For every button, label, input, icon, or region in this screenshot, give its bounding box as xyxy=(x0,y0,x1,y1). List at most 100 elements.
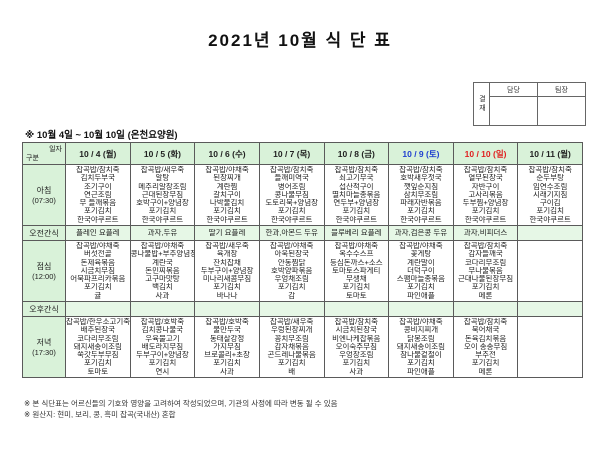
menu-item: 계란국 xyxy=(152,258,173,267)
row-label: 저녁 (17:30) xyxy=(22,316,66,378)
menu-item: 포기김치 xyxy=(277,359,306,368)
menu-item: 참나물겉절이 xyxy=(400,351,442,360)
menu-item: 도토리묵+양념장 xyxy=(265,199,319,208)
menu-item: 잡곡밥/새우죽 xyxy=(205,242,249,251)
menu-item: 근대나물된장무침 xyxy=(457,275,514,284)
corner-bottom-label: 구분 xyxy=(26,155,39,162)
menu-item: 근대된장무침 xyxy=(141,190,184,199)
menu-item: 잔치잡채 xyxy=(213,258,241,267)
page-title: 2021년 10월 식 단 표 xyxy=(208,31,392,50)
menu-item: 시금치된장국 xyxy=(335,326,378,335)
menu-item: 쇠고기무국 xyxy=(339,174,374,183)
approval-role-timjang: 팀장 xyxy=(537,82,586,97)
date-header-cell: 10 / 10 (일) xyxy=(452,142,519,165)
menu-cell xyxy=(517,240,583,302)
menu-item: 두부구이+양념장 xyxy=(200,266,254,275)
menu-item: 포기김치 xyxy=(277,283,306,292)
menu-item: 우엉채조림 xyxy=(274,275,309,284)
menu-item: 한과,아몬드 두유 xyxy=(265,228,318,237)
menu-item: 두부구이+양념장 xyxy=(136,351,189,360)
menu-item: 닭봉조림 xyxy=(407,334,435,343)
menu-item: 포기김치 xyxy=(471,207,500,216)
menu-item: 포기김치 xyxy=(148,207,177,216)
menu-cell: 잡곡밥/야채죽 꽃게탕 계란말이 더덕구이 스팸마늘종볶음 포기김치 파인애플 xyxy=(388,240,454,302)
menu-item: 포기김치 xyxy=(277,207,306,216)
menu-item: 구이김 xyxy=(539,199,561,208)
menu-item: 돈민찌볶음 xyxy=(145,266,180,275)
menu-item: 파인애플 xyxy=(407,291,435,300)
menu-item: 비엔나케찹볶음 xyxy=(332,334,381,343)
footer-notes: ※ 본 식단표는 어르신들의 기호와 영양을 고려하여 작성되었으며, 기관의 … xyxy=(24,398,338,420)
menu-cell: 잡곡밥/참치죽 순두부탕 임연수조림 시래기지짐 구이김 포기김치 한국야쿠르트 xyxy=(517,164,583,226)
menu-item: 열무된장국 xyxy=(468,174,503,183)
menu-item: 포기김치 xyxy=(536,207,564,216)
menu-cell: 잡곡밥/참치죽 시금치된장국 비엔나케찹볶음 오이숙주무침 우엉장조림 포기김치 사과 xyxy=(323,316,390,378)
menu-cell: 잡곡밥/새우죽 육개장 잔치잡채 두부구이+양념장 미나리새콤무침 포기김치 바나나 xyxy=(194,240,260,302)
date-header-cell: 10 / 4 (월) xyxy=(65,142,131,165)
menu-row-아침: 아침 (07:30) 잡곡밥/참치죽 김치두부국 조기구이 연근조림 무 들깨볶음 포기김치 한… xyxy=(22,164,583,226)
menu-item: 잡곡밥/호박죽 xyxy=(205,318,249,327)
menu-item: 브로콜리+초장 xyxy=(204,351,250,360)
menu-item: 잡곡밥/야채죽 xyxy=(76,242,120,251)
menu-cell xyxy=(258,301,325,317)
menu-item: 스팸마늘종볶음 xyxy=(396,275,446,284)
menu-row-오전간식: 오전간식 플레인 요플레 과자,두유 딸기 요플레 한과,아몬드 두유 블루베리 요플레 과… xyxy=(22,225,583,241)
menu-item: 메론 xyxy=(478,367,493,376)
menu-item: 한국야쿠르트 xyxy=(141,215,184,224)
menu-cell: 잡곡밥/한우소고기죽 배추된장국 코다리무조림 돼지새송이조림 쑥갓두부무침 포기김치 토마… xyxy=(65,316,131,378)
menu-item: 플레인 요플레 xyxy=(76,228,120,237)
menu-item: 시금치무침 xyxy=(80,266,116,275)
menu-item: 돼지새송이조림 xyxy=(73,342,122,351)
menu-item: 북어채국 xyxy=(471,326,500,335)
menu-item: 우렁된장찌개 xyxy=(270,326,313,335)
approval-box: 결재 담당 팀장 xyxy=(473,82,586,126)
menu-item: 어묵파프리카볶음 xyxy=(70,275,126,284)
meal-plan-table: 일자 구분 10 / 4 (월) 10 / 5 (화) 10 / 6 (수) 10 / 7… xyxy=(22,142,583,378)
menu-item: 포기김치 xyxy=(407,207,435,216)
menu-item: 나박물김치 xyxy=(209,199,245,208)
menu-item: 돈육김치볶음 xyxy=(464,334,507,343)
menu-item: 코다리무조림 xyxy=(464,258,507,267)
menu-item: 잡곡밥/한우소고기죽 xyxy=(66,318,130,327)
menu-cell xyxy=(452,301,519,317)
menu-item: 포기김치 xyxy=(148,359,177,368)
menu-item: 메추리알장조림 xyxy=(138,182,187,191)
menu-item: 고사리볶음 xyxy=(468,190,503,199)
date-header-cell: 10 / 11 (월) xyxy=(517,142,583,165)
row-label-time: (07:30) xyxy=(32,196,56,205)
menu-item: 물만두국 xyxy=(213,326,241,335)
row-label-text: 점심 xyxy=(36,262,52,271)
menu-item: 더덕구이 xyxy=(407,266,435,275)
menu-item: 아욱된장국 xyxy=(274,250,309,259)
menu-item: 배도라지무침 xyxy=(141,342,184,351)
menu-item: 포기김치 xyxy=(407,359,435,368)
menu-cell: 딸기 요플레 xyxy=(194,225,260,241)
menu-item: 무나물볶음 xyxy=(468,266,503,275)
footer-note: ※ 본 식단표는 어르신들의 기호와 영양을 고려하여 작성되었으며, 기관의 … xyxy=(24,399,338,408)
menu-cell xyxy=(65,301,131,317)
menu-item: 감자채볶음 xyxy=(274,342,309,351)
menu-cell: 잡곡밥/야채죽 콩나물밥+부추양념장 계란국 돈민찌볶음 고구마맛탕 백김치 사과 xyxy=(129,240,196,302)
menu-item: 과자,비피더스 xyxy=(463,228,508,237)
menu-item: 잡곡밥/참치죽 xyxy=(76,166,120,175)
menu-item: 포기김치 xyxy=(213,359,241,368)
menu-cell: 잡곡밥/야채죽 버섯전골 돈제육볶음 시금치무침 어묵파프리카볶음 포기김치 귤 xyxy=(65,240,131,302)
menu-item: 사과 xyxy=(155,291,170,300)
row-label: 아침 (07:30) xyxy=(22,164,66,226)
menu-cell: 과자,비피더스 xyxy=(452,225,519,241)
menu-item: 잡곡밥/참치죽 xyxy=(269,166,314,175)
menu-item: 병어조림 xyxy=(277,182,306,191)
menu-item: 배 xyxy=(288,367,296,376)
menu-item: 잡곡밥/참치죽 xyxy=(463,242,508,251)
menu-item: 갈치구이 xyxy=(213,190,241,199)
menu-cell: 과자,두유 xyxy=(129,225,196,241)
date-header-cell: 10 / 6 (수) xyxy=(194,142,260,165)
menu-item: 메론 xyxy=(478,291,493,300)
row-label-text: 오전간식 xyxy=(29,228,59,238)
menu-item: 잡곡밥/호박죽 xyxy=(140,318,185,327)
menu-item: 동태살강정 xyxy=(209,334,245,343)
menu-item: 한국야쿠르트 xyxy=(335,215,378,224)
menu-item: 임연수조림 xyxy=(532,182,568,191)
menu-item: 알탕 xyxy=(155,174,170,183)
menu-item: 미나리새콤무침 xyxy=(202,275,252,284)
